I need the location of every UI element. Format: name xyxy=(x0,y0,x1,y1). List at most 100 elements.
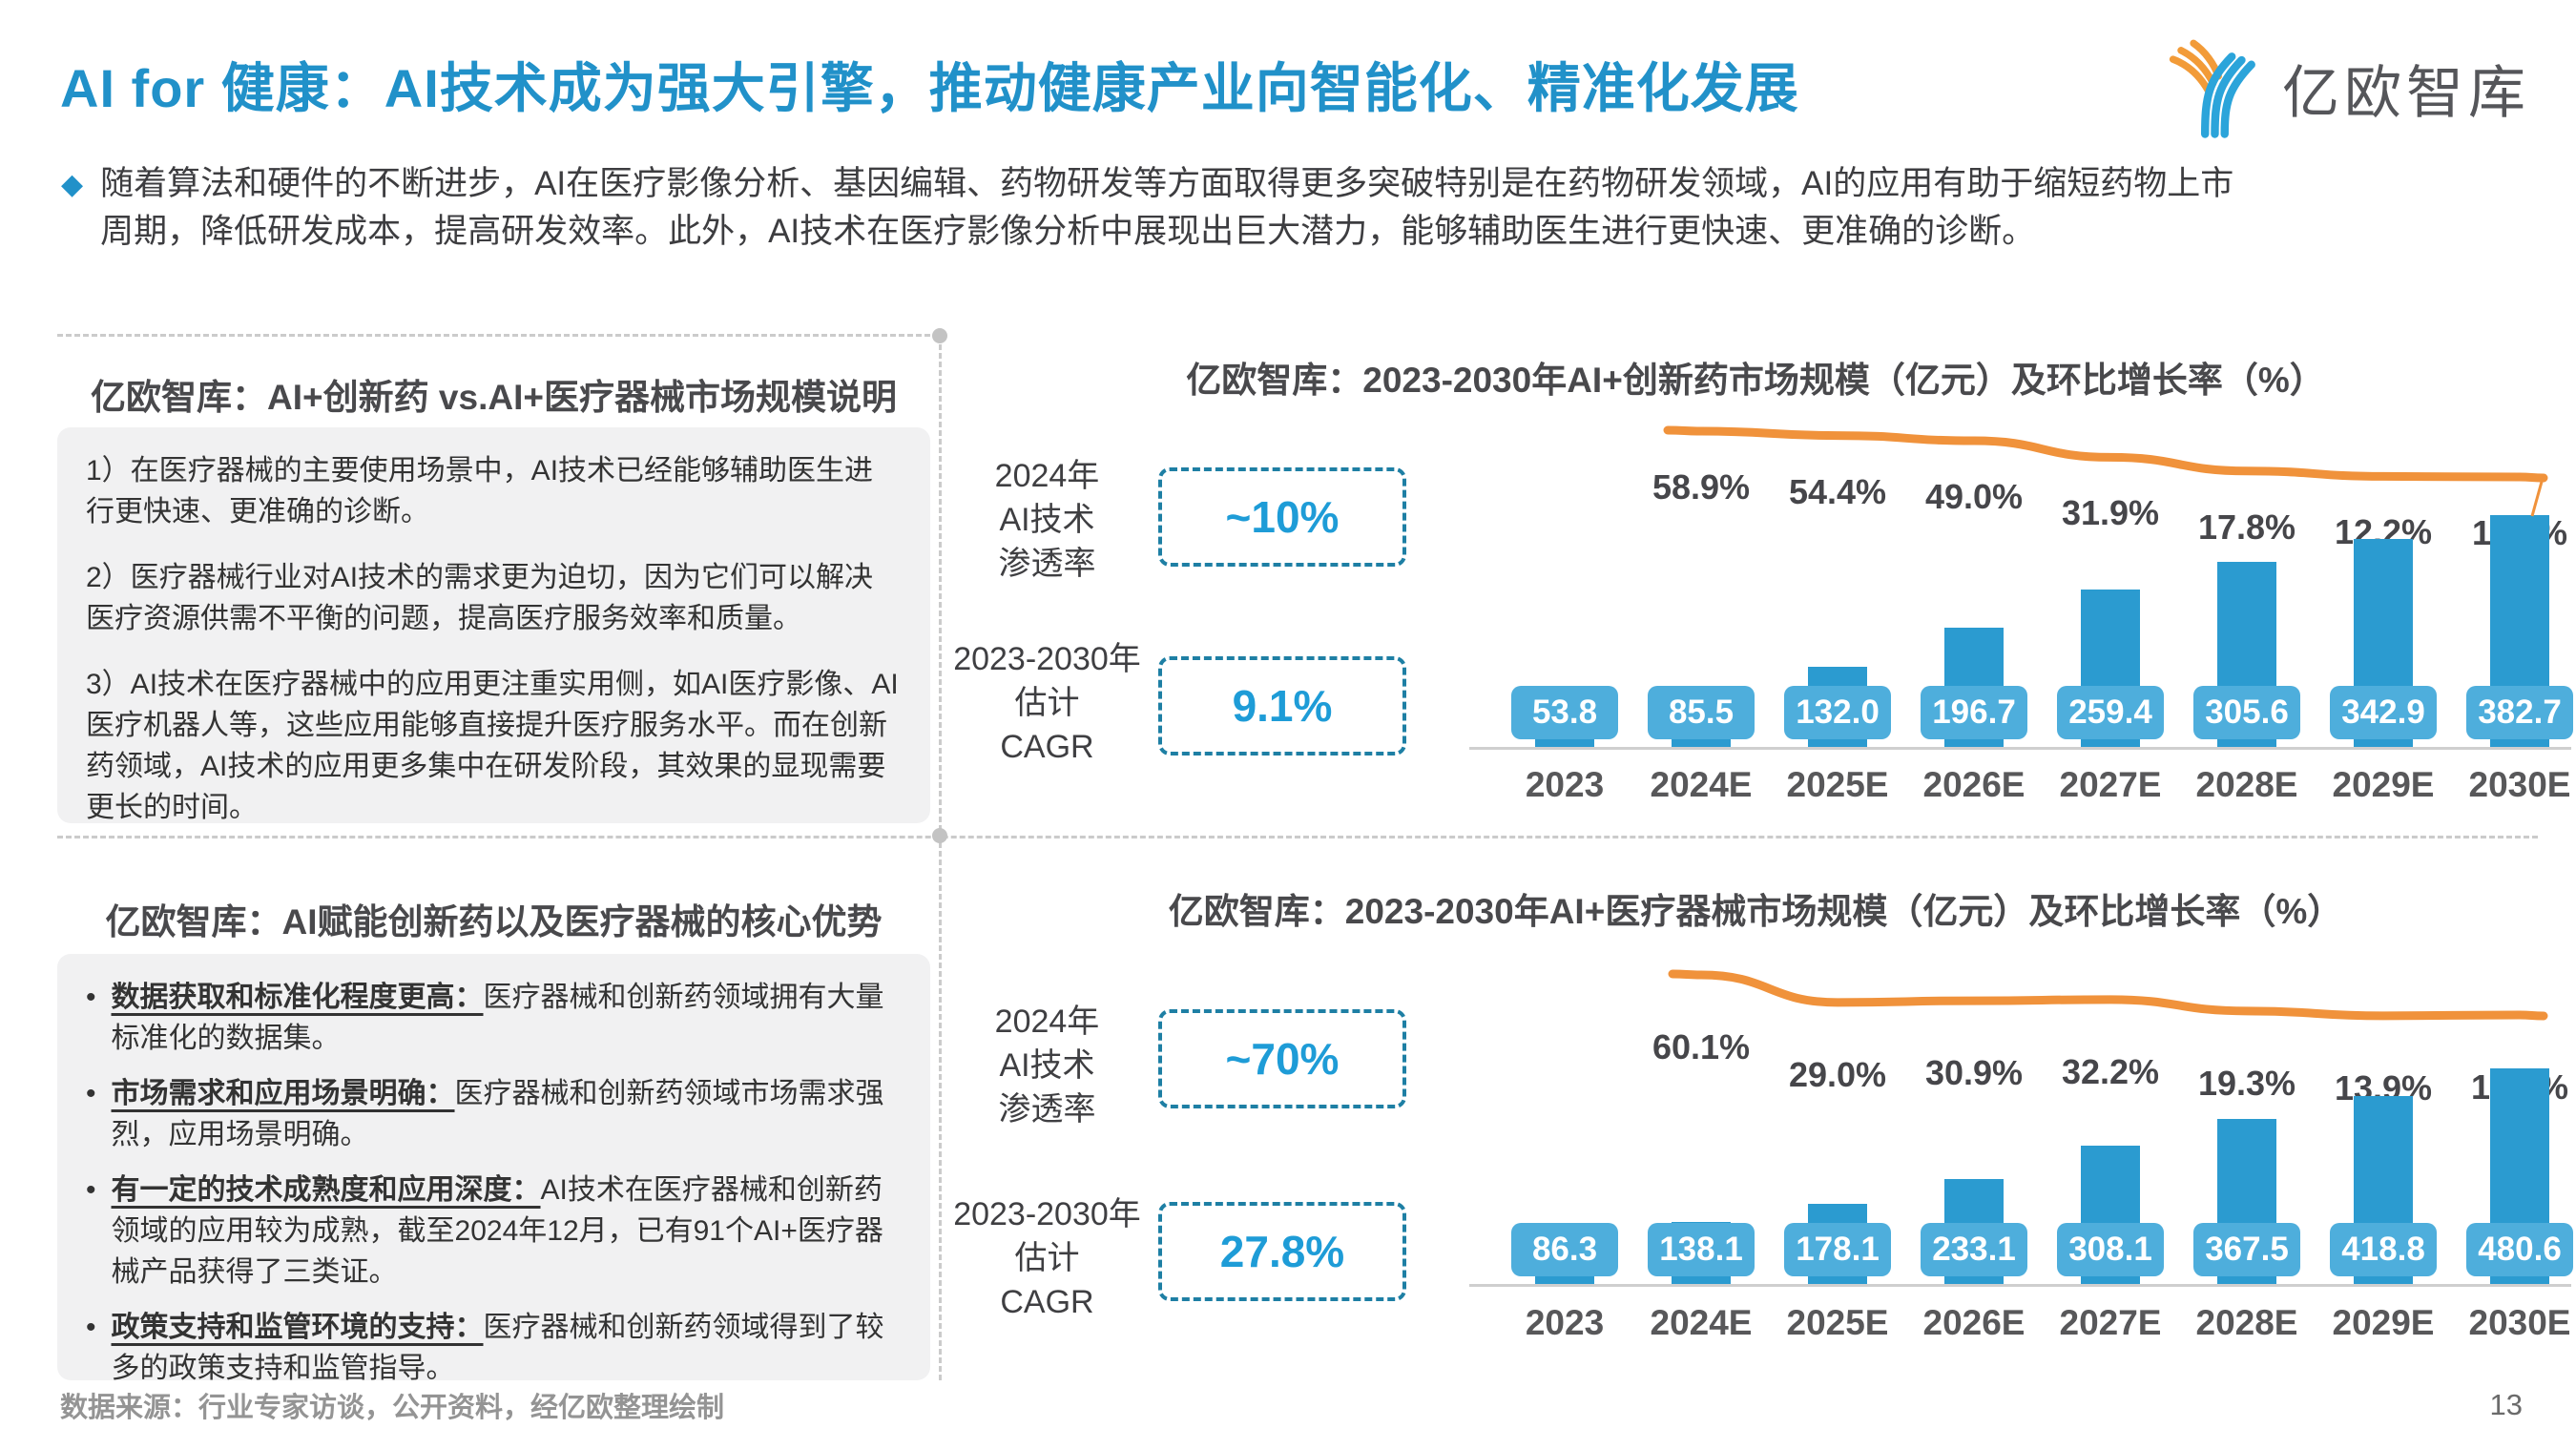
dashed-separator-vertical xyxy=(939,336,942,1380)
x-axis-line xyxy=(1469,747,2571,750)
intro-line-2: 周期，降低研发成本，提高研发效率。此外，AI技术在医疗影像分析中展现出巨大潜力，… xyxy=(100,213,2036,250)
x-axis-label: 2023 xyxy=(1525,765,1605,804)
box2-bullet-1: • 数据获取和标准化程度更高：医疗器械和创新药领域拥有大量标准化的数据集。 xyxy=(86,977,902,1059)
growth-rate-label: 29.0% xyxy=(1788,1054,1887,1094)
bar-value-chip: 196.7 xyxy=(1921,686,2027,739)
chart2-cagr-value-box: 27.8% xyxy=(1158,1202,1406,1301)
growth-rate-label: 30.9% xyxy=(1924,1053,2024,1093)
left-box2: • 数据获取和标准化程度更高：医疗器械和创新药领域拥有大量标准化的数据集。 • … xyxy=(57,954,930,1384)
chart1-penetration-label: 2024年 AI技术 渗透率 xyxy=(994,458,1100,582)
bar-value-chip: 233.1 xyxy=(1921,1223,2027,1276)
chart2-title: 亿欧智库：2023-2030年AI+医疗器械市场规模（亿元）及环比增长率（%） xyxy=(1168,892,2343,931)
intro-text: 随着算法和硬件的不断进步，AI在医疗影像分析、基因编辑、药物研发等方面取得更多突… xyxy=(100,160,2233,256)
separator-dot-middle xyxy=(932,828,947,843)
bullet-dot-icon: • xyxy=(86,1078,96,1109)
chart1-penetration-value: ~10% xyxy=(1225,492,1340,542)
growth-rate-line xyxy=(1663,425,2548,517)
brand-logo-icon xyxy=(2169,39,2255,138)
box2-bullet-2: • 市场需求和应用场景明确：医疗器械和创新药领域市场需求强烈，应用场景明确。 xyxy=(86,1073,902,1155)
brand-logo-text: 亿欧智库 xyxy=(2282,60,2530,125)
x-axis-label: 2030E xyxy=(2468,1303,2571,1342)
page-number: 13 xyxy=(2489,1388,2523,1421)
bullet-dot-icon: • xyxy=(86,1312,96,1343)
bar-value-chip: 86.3 xyxy=(1511,1223,1618,1276)
x-axis-label: 2024E xyxy=(1650,1303,1753,1342)
page-title: AI for 健康：AI技术成为强大引擎，推动健康产业向智能化、精准化发展 xyxy=(60,58,1799,118)
chart2-cagr-value: 27.8% xyxy=(1219,1227,1345,1276)
dashed-separator-middle xyxy=(57,836,2538,838)
x-axis-label: 2025E xyxy=(1786,765,1889,804)
bar-value-chip: 308.1 xyxy=(2057,1223,2164,1276)
chart1-cagr-value: 9.1% xyxy=(1232,681,1333,731)
bullet-dot-icon: • xyxy=(86,1174,96,1206)
x-axis-label: 2030E xyxy=(2468,765,2571,804)
bar-value-chip: 367.5 xyxy=(2193,1223,2300,1276)
bar-value-chip: 132.0 xyxy=(1784,686,1891,739)
bar-value-chip: 53.8 xyxy=(1511,686,1618,739)
box1-item-1: 1）在医疗器械的主要使用场景中，AI技术已经能够辅助医生进行更快速、更准确的诊断… xyxy=(86,455,874,528)
brand-logo: 亿欧智库 xyxy=(2166,34,2530,141)
left-box1: 1）在医疗器械的主要使用场景中，AI技术已经能够辅助医生进行更快速、更准确的诊断… xyxy=(57,427,930,823)
growth-rate-line xyxy=(1668,969,2548,1021)
bar-value-chip: 259.4 xyxy=(2057,686,2164,739)
intro-line-1: 随着算法和硬件的不断进步，AI在医疗影像分析、基因编辑、药物研发等方面取得更多突… xyxy=(100,165,2234,202)
source-note: 数据来源：行业专家访谈，公开资料，经亿欧整理绘制 xyxy=(60,1393,725,1423)
bar-value-chip: 418.8 xyxy=(2330,1223,2437,1276)
chart1-penetration-value-box: ~10% xyxy=(1158,467,1406,567)
box1-item-3: 3）AI技术在医疗器械中的应用更注重实用侧，如AI医疗影像、AI医疗机器人等，这… xyxy=(86,669,899,823)
bullet-text: AI技术在医疗器械和创新药领域的应用较为成熟，截至2024年12月，已有91个A… xyxy=(111,1174,883,1288)
chart2-cagr-label: 2023-2030年 估计 CAGR xyxy=(953,1196,1141,1320)
chart2-penetration-label: 2024年 AI技术 渗透率 xyxy=(994,1004,1100,1128)
bullet-lead: 市场需求和应用场景明确： xyxy=(111,1078,455,1109)
bar-value-chip: 305.6 xyxy=(2193,686,2300,739)
box2-bullet-4: • 政策支持和监管环境的支持：医疗器械和创新药领域得到了较多的政策支持和监管指导… xyxy=(86,1307,902,1389)
bullet-lead: 有一定的技术成熟度和应用深度： xyxy=(111,1174,541,1206)
x-axis-label: 2023 xyxy=(1525,1303,1605,1342)
bullet-text: 医疗器械和创新药领域市场需求强烈，应用场景明确。 xyxy=(111,1078,884,1150)
left-box2-title: 亿欧智库：AI赋能创新药以及医疗器械的核心优势 xyxy=(105,902,883,942)
x-axis-label: 2025E xyxy=(1786,1303,1889,1342)
growth-rate-label: 19.3% xyxy=(2197,1063,2296,1103)
x-axis-label: 2027E xyxy=(2059,765,2162,804)
intro-block: ◆ 随着算法和硬件的不断进步，AI在医疗影像分析、基因编辑、药物研发等方面取得更… xyxy=(61,160,2532,256)
growth-rate-label: 49.0% xyxy=(1924,477,2024,517)
box2-bullet-3: • 有一定的技术成熟度和应用深度：AI技术在医疗器械和创新药领域的应用较为成熟，… xyxy=(86,1170,902,1293)
separator-dot-top xyxy=(932,328,947,343)
chart2-penetration-value-box: ~70% xyxy=(1158,1009,1406,1108)
growth-rate-label: 31.9% xyxy=(2061,493,2160,533)
chart1-plot: 53.8 2023 85.5 2024E 132.0 2025E 196.7 2026E 259… xyxy=(1469,410,2576,859)
chart1-cagr-value-box: 9.1% xyxy=(1158,656,1406,756)
dashed-separator-top xyxy=(57,334,939,337)
box1-item-2: 2）医疗器械行业对AI技术的需求更为迫切，因为它们可以解决医疗资源供需不平衡的问… xyxy=(86,562,874,634)
x-axis-label: 2026E xyxy=(1922,765,2025,804)
bar-value-chip: 342.9 xyxy=(2330,686,2437,739)
bar-value-chip: 382.7 xyxy=(2466,686,2573,739)
chart2-plot: 86.3 2023 138.1 2024E 178.1 2025E 233.1 2026E 30… xyxy=(1469,954,2576,1402)
x-axis-label: 2028E xyxy=(2195,765,2298,804)
x-axis-label: 2026E xyxy=(1922,1303,2025,1342)
bullet-dot-icon: • xyxy=(86,982,96,1013)
x-axis-line xyxy=(1469,1284,2571,1287)
bar-value-chip: 480.6 xyxy=(2466,1223,2573,1276)
bullet-text: 医疗器械和创新药领域得到了较多的政策支持和监管指导。 xyxy=(111,1312,884,1384)
bar-value-chip: 138.1 xyxy=(1648,1223,1755,1276)
left-box1-title: 亿欧智库：AI+创新药 vs.AI+医疗器械市场规模说明 xyxy=(91,378,897,417)
bullet-lead: 政策支持和监管环境的支持： xyxy=(111,1312,484,1343)
x-axis-label: 2029E xyxy=(2332,1303,2435,1342)
chart1-title: 亿欧智库：2023-2030年AI+创新药市场规模（亿元）及环比增长率（%） xyxy=(1186,361,2325,400)
growth-rate-label: 60.1% xyxy=(1652,1027,1751,1066)
chart2-penetration-value: ~70% xyxy=(1225,1034,1340,1084)
growth-rate-label: 54.4% xyxy=(1788,471,1887,511)
x-axis-label: 2024E xyxy=(1650,765,1753,804)
growth-rate-label: 58.9% xyxy=(1652,467,1751,507)
diamond-bullet-icon: ◆ xyxy=(61,169,84,200)
growth-rate-label: 17.8% xyxy=(2197,507,2296,547)
growth-rate-label: 32.2% xyxy=(2061,1051,2160,1091)
chart1-cagr-label: 2023-2030年 估计 CAGR xyxy=(953,641,1141,765)
bullet-text: 医疗器械和创新药领域拥有大量标准化的数据集。 xyxy=(111,982,884,1054)
x-axis-label: 2027E xyxy=(2059,1303,2162,1342)
bullet-lead: 数据获取和标准化程度更高： xyxy=(111,982,484,1013)
x-axis-label: 2028E xyxy=(2195,1303,2298,1342)
x-axis-label: 2029E xyxy=(2332,765,2435,804)
